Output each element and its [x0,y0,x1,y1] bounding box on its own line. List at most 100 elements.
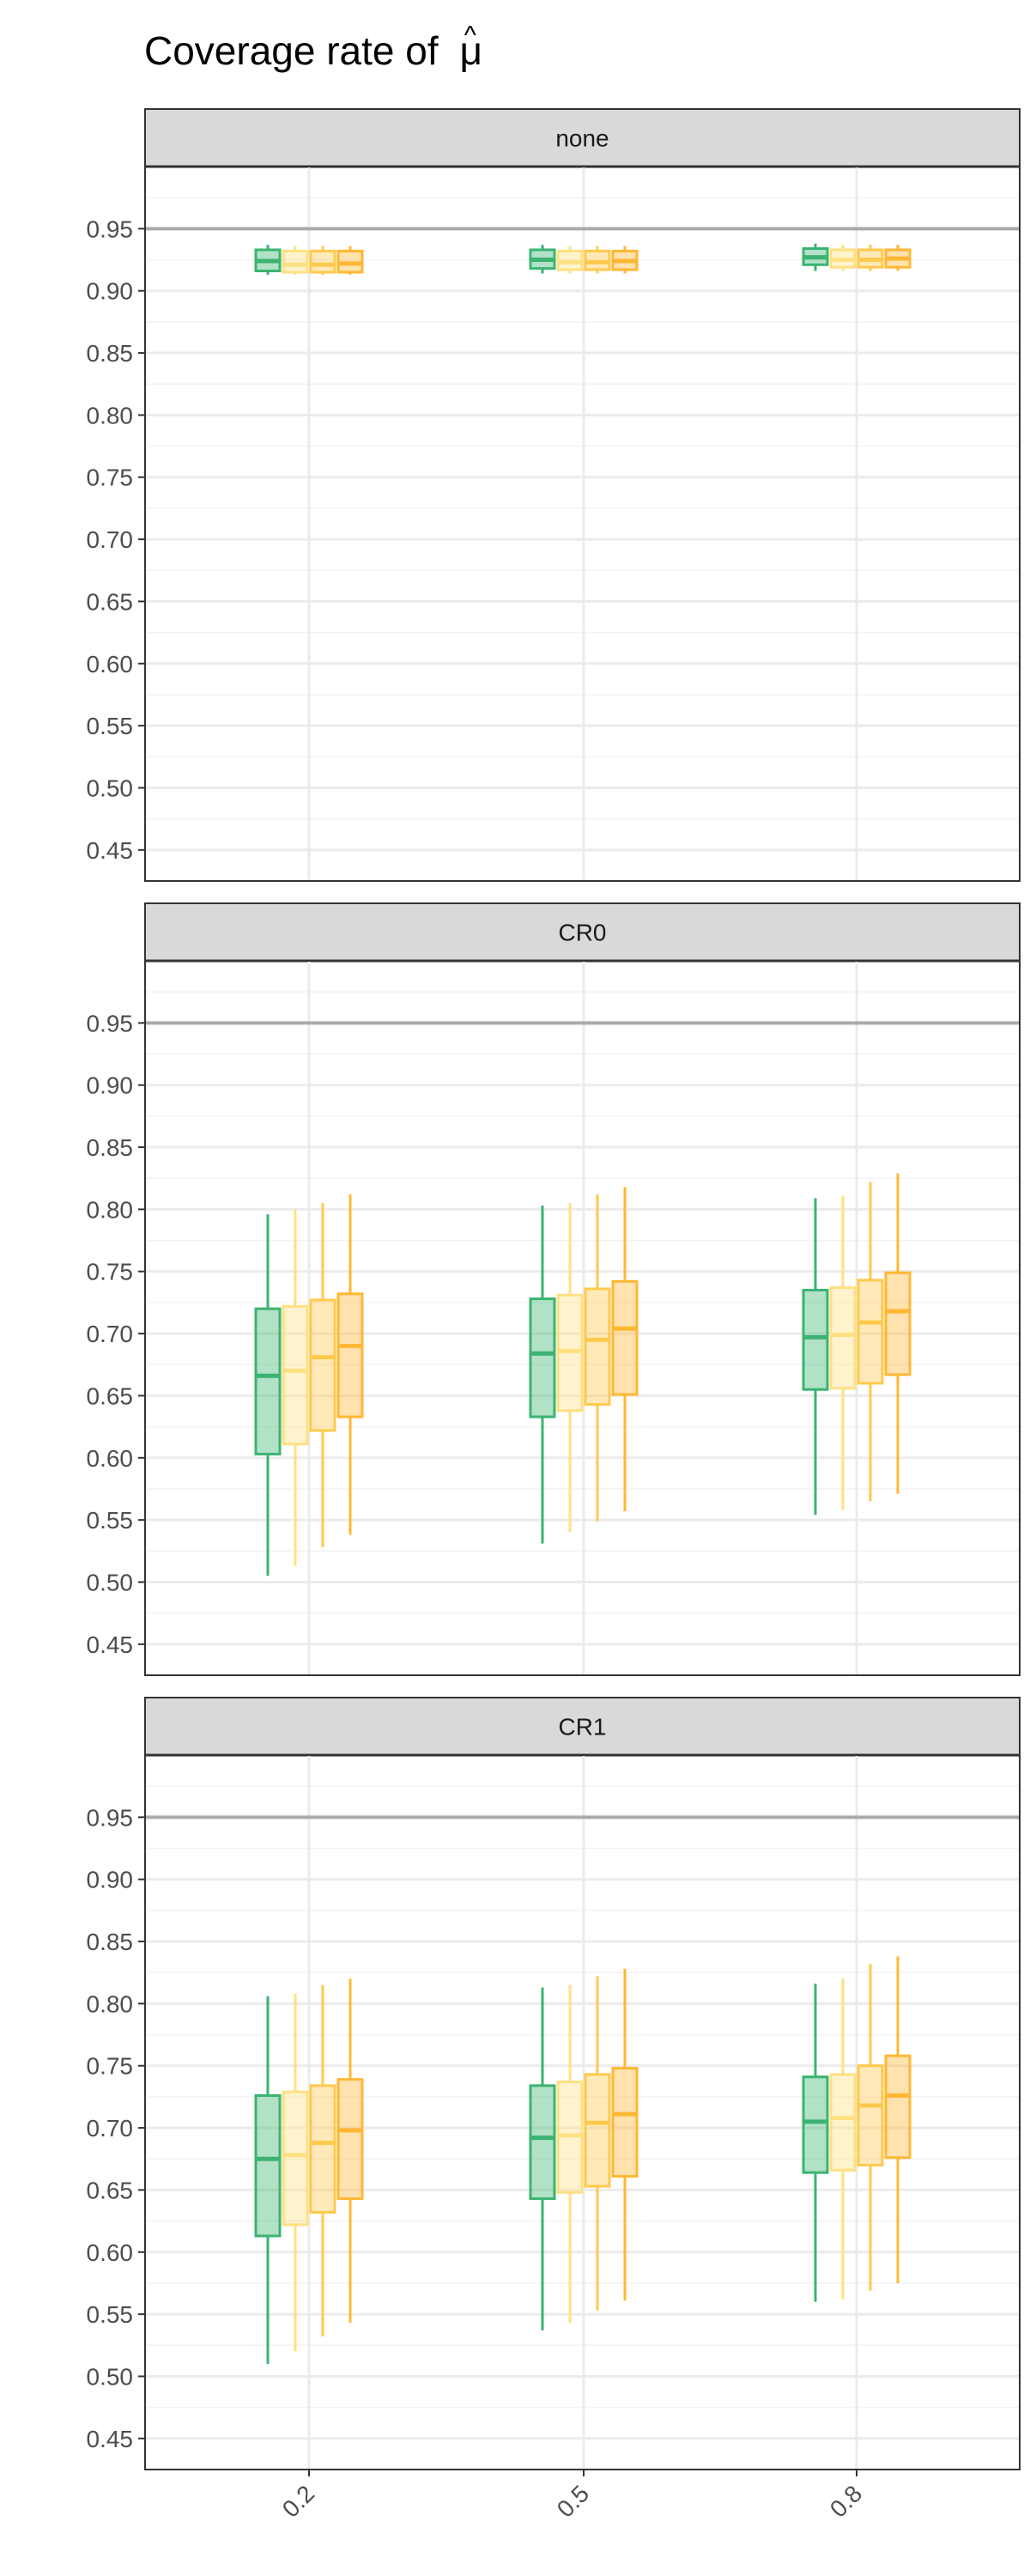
box-group-0.8 [802,1173,912,1516]
box-body [309,249,336,274]
box-body [282,2090,309,2227]
y-tick-label: 0.55 [87,2301,134,2328]
y-tick-label: 0.90 [87,1867,134,1893]
y-tick-label: 0.80 [87,1990,134,2017]
y-tick-label: 0.75 [87,1259,134,1285]
box-group-0.5 [529,1968,639,2330]
x-axis: 0.2 0.5 0.8 [277,2470,867,2523]
y-tick-label: 0.95 [87,216,134,242]
box-body [254,2093,282,2238]
facet-strip [144,108,1021,167]
chart-title: Coverage rate of μ [144,28,482,73]
boxplot [584,1194,611,1522]
y-tick-label: 0.45 [87,837,134,864]
boxplot [802,243,829,271]
boxplot [584,1976,611,2311]
y-tick-label: 0.70 [87,2115,134,2142]
box-body [529,2084,556,2201]
box-body [611,1279,639,1396]
y-tick-label: 0.50 [87,2363,134,2390]
y-tick-label: 0.70 [87,526,134,553]
y-tick-label: 0.80 [87,1196,134,1223]
box-body [282,249,309,274]
y-tick-label: 0.60 [87,651,134,677]
box-group-0.5 [529,245,639,274]
y-tick-label: 0.90 [87,1072,134,1099]
chart-title-symbol: μ [459,28,482,73]
chart-title-hat: ^ [464,21,476,50]
chart-title-text: Coverage rate of [144,28,439,73]
y-tick-label: 0.55 [87,713,134,739]
y-tick-label: 0.45 [87,2426,134,2452]
box-body [336,2078,364,2201]
box-body [282,1304,309,1446]
facet-strip-label: CR0 [558,920,606,946]
box-body [802,2075,829,2174]
boxplot [254,1996,282,2365]
box-body [857,1279,884,1385]
box-body [309,1298,336,1432]
y-tick-label: 0.85 [87,1929,134,1955]
facet-panel-none: none 0.45 0.50 0.55 0.60 0.65 0.70 0.75 0.80 0.85… [87,108,1021,882]
x-tick-label: 0.5 [552,2480,594,2522]
boxplot [857,1182,884,1502]
panel-border [144,166,1021,882]
x-tick-label: 0.2 [277,2480,319,2522]
boxplot [254,1214,282,1577]
y-tick-label: 0.80 [87,402,134,428]
boxplot [556,1203,584,1533]
panel-border [144,1754,1021,2470]
y-tick-label: 0.75 [87,465,134,491]
box-body [829,1286,857,1390]
box-body [884,2054,912,2160]
facet-panels: none 0.45 0.50 0.55 0.60 0.65 0.70 0.75 0.80 0.85… [87,108,1021,2470]
y-tick-label: 0.85 [87,340,134,367]
boxplot [884,245,912,271]
boxplot [802,1198,829,1516]
box-body [254,1307,282,1455]
boxplot [556,246,584,274]
box-group-0.5 [529,1187,639,1544]
boxplot [282,246,309,275]
box-body [584,2073,611,2188]
boxplot [829,1195,857,1510]
boxplot [309,1984,336,2337]
boxplot [802,1984,829,2302]
boxplot [529,1987,556,2330]
box-body [802,1288,829,1391]
y-tick-label: 0.60 [87,1445,134,1472]
box-body [584,1287,611,1406]
y-tick-label: 0.50 [87,1569,134,1595]
boxplot [829,245,857,271]
x-tick-label: 0.8 [825,2480,867,2522]
boxplot [884,1173,912,1494]
boxplot [336,1194,364,1535]
y-tick-label: 0.65 [87,588,134,615]
facet-strip-label: CR1 [558,1714,606,1741]
boxplot [584,246,611,274]
boxplot [336,246,364,275]
box-group-0.8 [802,243,912,271]
y-tick-label: 0.75 [87,2053,134,2080]
box-body [611,2067,639,2178]
y-tick-label: 0.65 [87,1382,134,1409]
y-tick-label: 0.60 [87,2239,134,2266]
box-body [336,1292,364,1419]
box-group-0.2 [254,1978,364,2365]
y-tick-label: 0.85 [87,1134,134,1161]
y-tick-label: 0.65 [87,2177,134,2203]
boxplot [556,1984,584,2324]
box-group-0.8 [802,1956,912,2302]
y-tick-label: 0.45 [87,1631,134,1658]
boxplot [282,1993,309,2352]
box-group-0.2 [254,1194,364,1577]
facet-panel-cr0: CR0 0.45 0.50 0.55 0.60 0.65 0.70 0.75 0.80 0.85 0… [87,902,1021,1676]
boxplot [254,245,282,275]
y-tick-label: 0.90 [87,278,134,305]
boxplot [611,246,639,274]
boxplot [529,245,556,274]
box-group-0.2 [254,245,364,275]
box-body [857,2064,884,2166]
boxplot [611,1968,639,2301]
